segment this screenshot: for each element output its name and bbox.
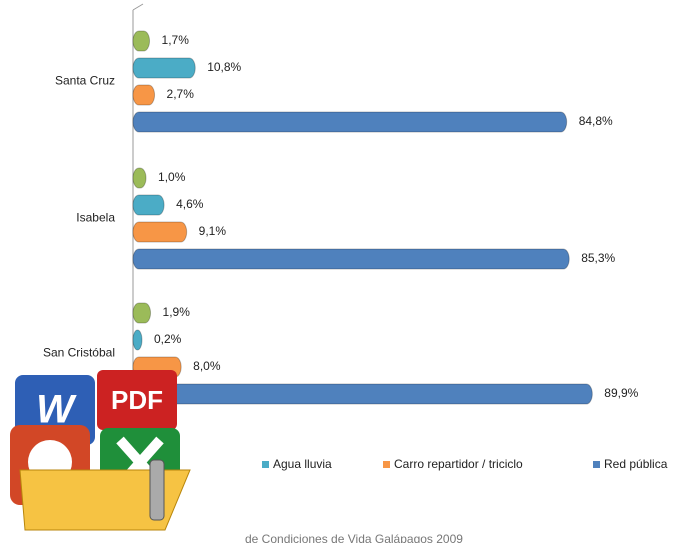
bar [133,112,567,132]
legend-swatch [383,461,390,468]
legend-swatch [593,461,600,468]
value-label: 1,7% [162,33,190,47]
chart: de Condiciones de Vida Galápagos 2009 Sa… [0,0,689,543]
bar [133,168,146,188]
bar [133,330,142,350]
category-label: Santa Cruz [55,74,115,88]
value-label: 0,2% [154,332,182,346]
legend-label: Carro repartidor / triciclo [394,457,523,471]
legend-label: Agua lluvia [273,457,332,471]
bar [133,85,155,105]
value-label: 4,6% [176,197,204,211]
bar [133,222,187,242]
value-label: 89,9% [604,386,638,400]
value-label: 9,1% [199,224,227,238]
category-label: Isabela [76,211,115,225]
bar [133,303,151,323]
bar [133,58,195,78]
bar [133,31,150,51]
value-label: 84,8% [579,114,613,128]
bar [133,249,569,269]
file-icon: PDF W [10,370,190,530]
legend-label: Red pública [604,457,668,471]
axis-line [133,4,143,10]
value-label: 10,8% [207,60,241,74]
category-label: San Cristóbal [43,346,115,360]
value-label: 2,7% [167,87,195,101]
bar [133,384,592,404]
value-label: 85,3% [581,251,615,265]
value-label: 1,9% [163,305,191,319]
zipper [150,460,164,520]
icon-text: W [36,388,77,432]
icon-text: PDF [111,385,163,415]
source: de Condiciones de Vida Galápagos 2009 [245,532,463,543]
value-label: 8,0% [193,359,221,373]
value-label: 1,0% [158,170,186,184]
bar [133,195,164,215]
legend-swatch [262,461,269,468]
